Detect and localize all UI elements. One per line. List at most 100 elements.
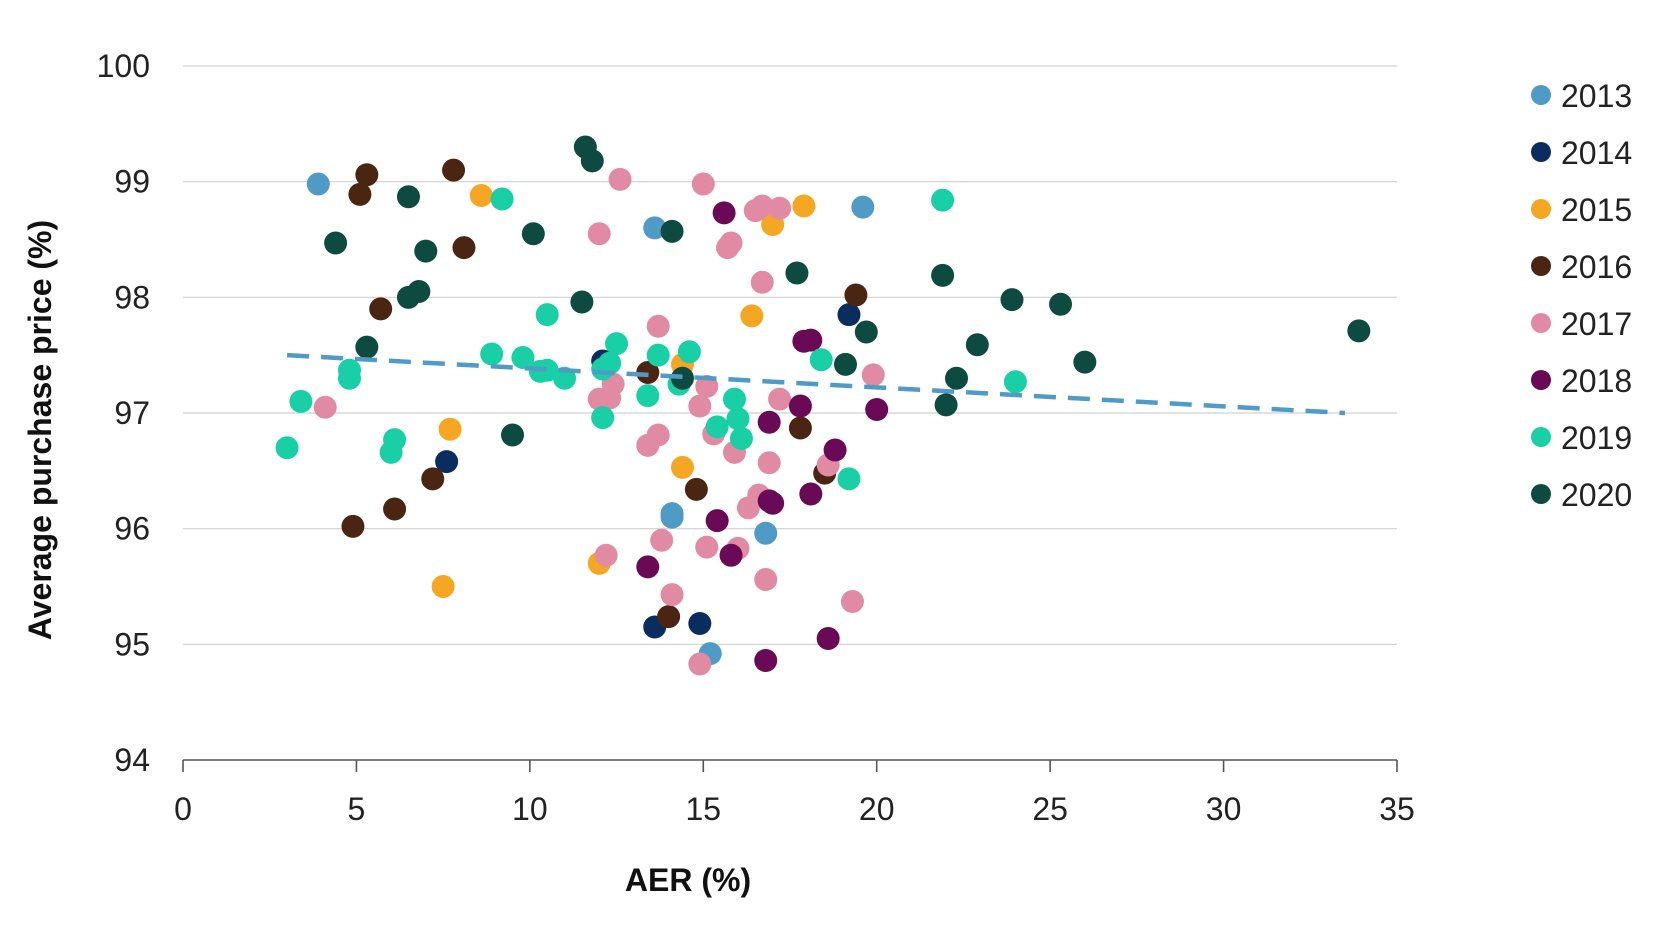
point-2013 (660, 502, 684, 526)
point-2020 (521, 222, 545, 246)
point-2019 (809, 348, 833, 372)
point-2018 (799, 482, 823, 506)
x-axis-title: AER (%) (625, 862, 751, 898)
point-2016 (383, 497, 407, 521)
point-2015 (740, 304, 764, 328)
grid-lines (183, 65, 1397, 645)
legend-marker (1531, 427, 1551, 447)
point-2016 (684, 477, 708, 501)
y-tick-label: 96 (114, 511, 150, 547)
point-2019 (1003, 370, 1027, 394)
point-2018 (761, 491, 785, 515)
point-2015 (469, 184, 493, 208)
legend-label: 2014 (1561, 135, 1632, 171)
point-2017 (313, 395, 337, 419)
point-2019 (490, 187, 514, 211)
y-tick-label: 95 (114, 626, 150, 662)
legend-marker (1531, 199, 1551, 219)
point-2016 (657, 605, 681, 629)
point-2017 (754, 568, 778, 592)
point-2020 (854, 320, 878, 344)
point-2019 (289, 389, 313, 413)
x-tick-label: 5 (348, 791, 366, 827)
point-2018 (816, 627, 840, 651)
data-points (275, 135, 1371, 676)
point-2018 (754, 649, 778, 673)
point-2016 (844, 283, 868, 307)
legend-marker (1531, 484, 1551, 504)
y-tick-label: 99 (114, 164, 150, 200)
point-2020 (396, 185, 420, 209)
point-2013 (643, 216, 667, 240)
point-2017 (587, 222, 611, 246)
point-2019 (535, 358, 559, 382)
x-tick-label: 20 (859, 791, 895, 827)
point-2020 (934, 393, 958, 417)
legend-marker (1531, 370, 1551, 390)
point-2020 (931, 263, 955, 287)
point-2020 (501, 423, 525, 447)
point-2017 (840, 590, 864, 614)
point-2019 (591, 357, 615, 381)
point-2019 (605, 332, 629, 356)
point-2018 (719, 543, 743, 567)
point-2016 (636, 361, 660, 385)
point-2017 (691, 172, 715, 196)
point-2016 (788, 416, 812, 440)
legend-label: 2017 (1561, 306, 1632, 342)
point-2017 (695, 535, 719, 559)
point-2019 (729, 426, 753, 450)
y-axis-title: Average purchase price (%) (22, 220, 58, 640)
point-2019 (646, 343, 670, 367)
point-2018 (792, 329, 816, 353)
point-2017 (757, 451, 781, 475)
point-2018 (705, 509, 729, 533)
point-2019 (726, 407, 750, 431)
legend-label: 2018 (1561, 363, 1632, 399)
point-2017 (646, 314, 670, 338)
point-2017 (650, 528, 674, 552)
point-2017 (688, 394, 712, 418)
point-2019 (636, 384, 660, 408)
point-2016 (421, 467, 445, 491)
x-tick-label: 10 (512, 791, 548, 827)
point-2014 (688, 612, 712, 636)
point-2019 (931, 188, 955, 212)
point-2019 (480, 342, 504, 366)
legend-label: 2013 (1561, 78, 1632, 114)
point-2018 (712, 201, 736, 225)
point-2019 (535, 303, 559, 327)
point-2018 (865, 398, 889, 422)
point-2019 (677, 340, 701, 364)
point-2013 (851, 195, 875, 219)
point-2017 (768, 196, 792, 220)
point-2017 (636, 433, 660, 457)
point-2017 (598, 386, 622, 410)
point-2019 (511, 345, 535, 369)
point-2017 (594, 543, 618, 567)
point-2015 (792, 194, 816, 218)
point-2020 (944, 366, 968, 390)
point-2016 (442, 158, 466, 182)
point-2017 (660, 583, 684, 607)
legend-marker (1531, 313, 1551, 333)
point-2017 (750, 270, 774, 294)
legend-label: 2015 (1561, 192, 1632, 228)
legend-marker (1531, 85, 1551, 105)
point-2018 (788, 394, 812, 418)
trendline (286, 352, 1346, 416)
trendline-layer (286, 352, 1346, 416)
y-tick-label: 94 (114, 742, 150, 778)
point-2020 (1049, 292, 1073, 316)
point-2019 (705, 415, 729, 439)
legend: 2013 2014 2015 2016 2017 2018 2019 2020 (1531, 78, 1632, 513)
legend-marker (1531, 256, 1551, 276)
point-2020 (785, 261, 809, 285)
point-2020 (407, 280, 431, 304)
point-2019 (337, 358, 361, 382)
point-2017 (736, 496, 760, 520)
point-2018 (757, 410, 781, 434)
point-2020 (1347, 319, 1371, 343)
point-2020 (570, 290, 594, 314)
